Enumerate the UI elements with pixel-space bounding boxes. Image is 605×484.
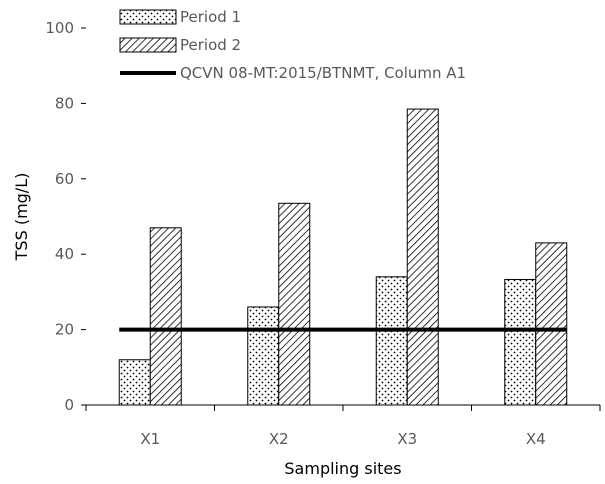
bars bbox=[118, 108, 568, 406]
y-tick-label: 80 bbox=[55, 94, 74, 112]
bar-period-1-x1 bbox=[118, 359, 151, 406]
y-axis-title: TSS (mg/L) bbox=[12, 173, 31, 262]
legend-label: Period 1 bbox=[180, 8, 241, 26]
legend-label: QCVN 08-MT:2015/BTNMT, Column A1 bbox=[180, 64, 466, 82]
bar-period-1-x2 bbox=[247, 306, 280, 406]
x-axis-title: Sampling sites bbox=[284, 459, 401, 478]
x-axis-ticks: X1 X2 X3 X4 bbox=[85, 405, 601, 448]
bar-period-1-x4 bbox=[504, 278, 537, 406]
bar-period-1-x3 bbox=[375, 276, 408, 406]
y-tick-label: 20 bbox=[55, 321, 74, 339]
y-tick-label: 100 bbox=[45, 19, 74, 37]
y-axis-ticks: 0 20 40 60 80 100 bbox=[45, 19, 86, 414]
x-tick-label: X4 bbox=[526, 430, 546, 448]
legend: Period 1 Period 2 QCVN 08-MT:2015/BTNMT, C… bbox=[119, 8, 466, 82]
x-tick-label: X2 bbox=[269, 430, 289, 448]
y-tick-label: 40 bbox=[55, 245, 74, 263]
y-tick-label: 60 bbox=[55, 170, 74, 188]
x-tick-label: X1 bbox=[140, 430, 160, 448]
legend-label: Period 2 bbox=[180, 36, 241, 54]
bar-period-2-x1 bbox=[149, 227, 182, 406]
bar-period-2-x4 bbox=[535, 242, 568, 406]
bar-period-2-x3 bbox=[406, 108, 439, 406]
x-tick-label: X3 bbox=[397, 430, 417, 448]
legend-swatch bbox=[119, 37, 177, 53]
y-tick-label: 0 bbox=[64, 396, 74, 414]
legend-swatch bbox=[119, 9, 177, 25]
bar-period-2-x2 bbox=[278, 202, 311, 406]
